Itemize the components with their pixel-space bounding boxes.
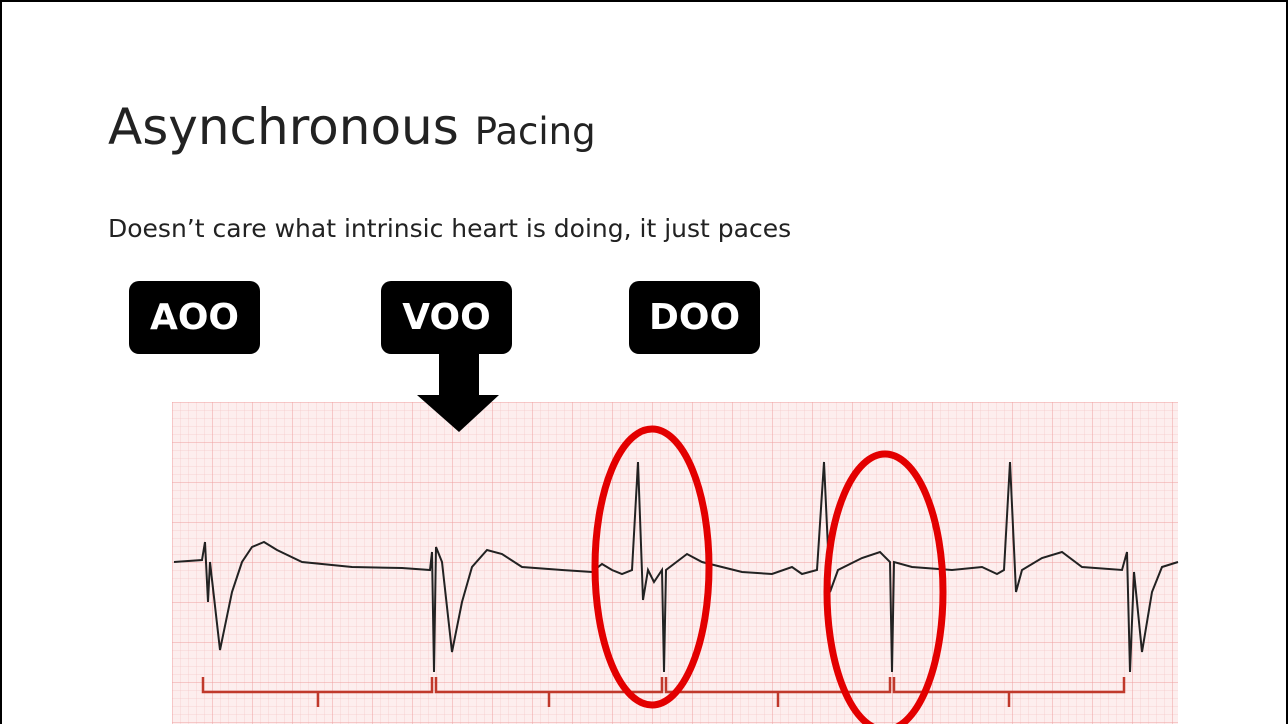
ecg-trace [173,461,1179,673]
down-arrow [417,354,499,432]
slide-title: Asynchronous Pacing [108,98,596,156]
body-text: Doesn’t care what intrinsic heart is doi… [108,214,792,243]
mode-label: AOO [129,281,260,354]
title-main: Asynchronous [108,98,459,156]
interval-brackets [201,677,1126,707]
mode-label: VOO [381,281,512,354]
highlight-circle [591,425,713,709]
highlight-circle [823,450,947,724]
title-sub: Pacing [474,110,596,153]
mode-label: DOO [629,281,760,354]
